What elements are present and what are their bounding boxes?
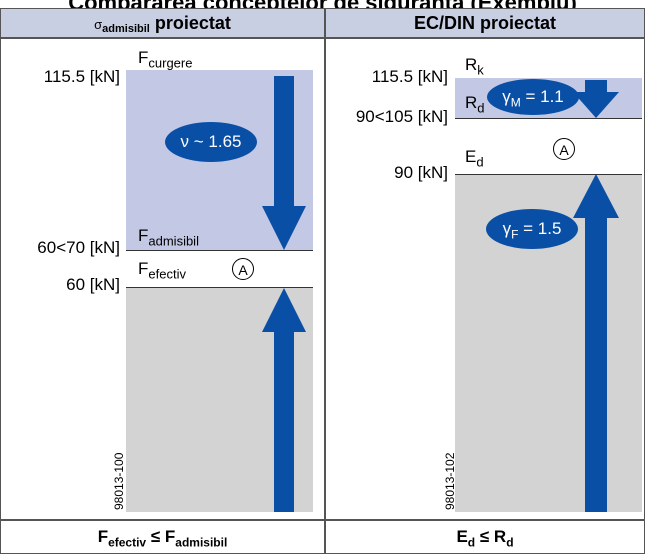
gamma-f-sub: F bbox=[511, 227, 519, 242]
footer-r: R bbox=[493, 527, 507, 546]
gamma-m-value: = 1.1 bbox=[520, 87, 564, 106]
f-efectiv-label: Fefectiv bbox=[138, 259, 186, 281]
f-curgere-label: Fcurgere bbox=[138, 48, 192, 70]
circle-a-right: A bbox=[553, 138, 575, 160]
left-header-text: proiectat bbox=[149, 13, 231, 33]
footer-sub1: efectiv bbox=[108, 535, 147, 550]
up-arrow bbox=[262, 288, 306, 512]
f-curgere-sub: curgere bbox=[148, 55, 193, 71]
sigma-subscript: admisibil bbox=[102, 23, 150, 35]
circle-a-left: A bbox=[232, 258, 254, 280]
label-115-left: 115.5 [kN] bbox=[43, 67, 120, 86]
f-efectiv-main: F bbox=[138, 259, 149, 278]
left-footer-formula: Fefectiv ≤ Fadmisibil bbox=[0, 520, 325, 554]
footer-op-left: ≤ bbox=[146, 527, 165, 546]
gamma-m-symbol: γ bbox=[502, 87, 511, 106]
label-90: 90 [kN] bbox=[394, 163, 448, 182]
f-efectiv-sub: efectiv bbox=[148, 266, 186, 282]
effective-zone bbox=[126, 250, 313, 288]
footer-f2: F bbox=[164, 527, 176, 546]
ed-main: E bbox=[465, 147, 477, 166]
ed-label: Ed bbox=[465, 147, 484, 169]
footer-f1: F bbox=[97, 527, 109, 546]
label-115-right: 115.5 [kN] bbox=[371, 67, 448, 86]
right-footer-formula: Ed ≤ Rd bbox=[325, 520, 645, 554]
left-panel bbox=[0, 38, 325, 520]
gamma-m-sub: M bbox=[510, 95, 521, 110]
left-header: σadmisibil proiectat bbox=[0, 8, 325, 38]
footer-e: E bbox=[456, 527, 468, 546]
footer-sub-rd: d bbox=[506, 535, 514, 550]
figure-code-left: 98013-100 bbox=[112, 452, 126, 510]
long-up-arrow bbox=[573, 174, 619, 512]
f-admisibil-main: F bbox=[138, 226, 149, 245]
label-90-105: 90<105 [kN] bbox=[355, 107, 448, 126]
short-down-arrow bbox=[573, 80, 619, 118]
f-admisibil-label: Fadmisibil bbox=[138, 226, 199, 248]
f-admisibil-sub: admisibil bbox=[148, 233, 199, 249]
rk-label: Rk bbox=[465, 55, 484, 77]
footer-sub-ed: d bbox=[467, 535, 476, 550]
gamma-m-oval: γM = 1.1 bbox=[487, 79, 579, 115]
right-header: EC/DIN proiectat bbox=[325, 8, 645, 38]
footer-sub2: admisibil bbox=[175, 535, 228, 550]
figure-code-right: 98013-102 bbox=[443, 452, 457, 510]
sigma-symbol: σ bbox=[94, 17, 103, 32]
label-60: 60 [kN] bbox=[66, 275, 120, 294]
rd-label: Rd bbox=[465, 93, 485, 115]
gamma-f-value: = 1.5 bbox=[518, 219, 562, 238]
safety-factor-oval: ν ~ 1.65 bbox=[165, 122, 257, 162]
gamma-f-oval: γF = 1.5 bbox=[486, 209, 578, 249]
rd-main: R bbox=[465, 93, 478, 112]
left-arrows bbox=[262, 76, 306, 512]
rk-main: R bbox=[465, 55, 478, 74]
down-arrow bbox=[262, 76, 306, 250]
right-arrows bbox=[573, 80, 619, 512]
gamma-f-symbol: γ bbox=[502, 219, 512, 238]
rk-sub: k bbox=[477, 62, 484, 78]
footer-op-right: ≤ bbox=[475, 527, 494, 546]
design-gap-zone bbox=[455, 118, 642, 175]
f-curgere-main: F bbox=[138, 48, 149, 67]
label-60-70: 60<70 [kN] bbox=[37, 238, 120, 257]
rd-sub: d bbox=[477, 100, 485, 116]
ed-sub: d bbox=[476, 154, 484, 170]
